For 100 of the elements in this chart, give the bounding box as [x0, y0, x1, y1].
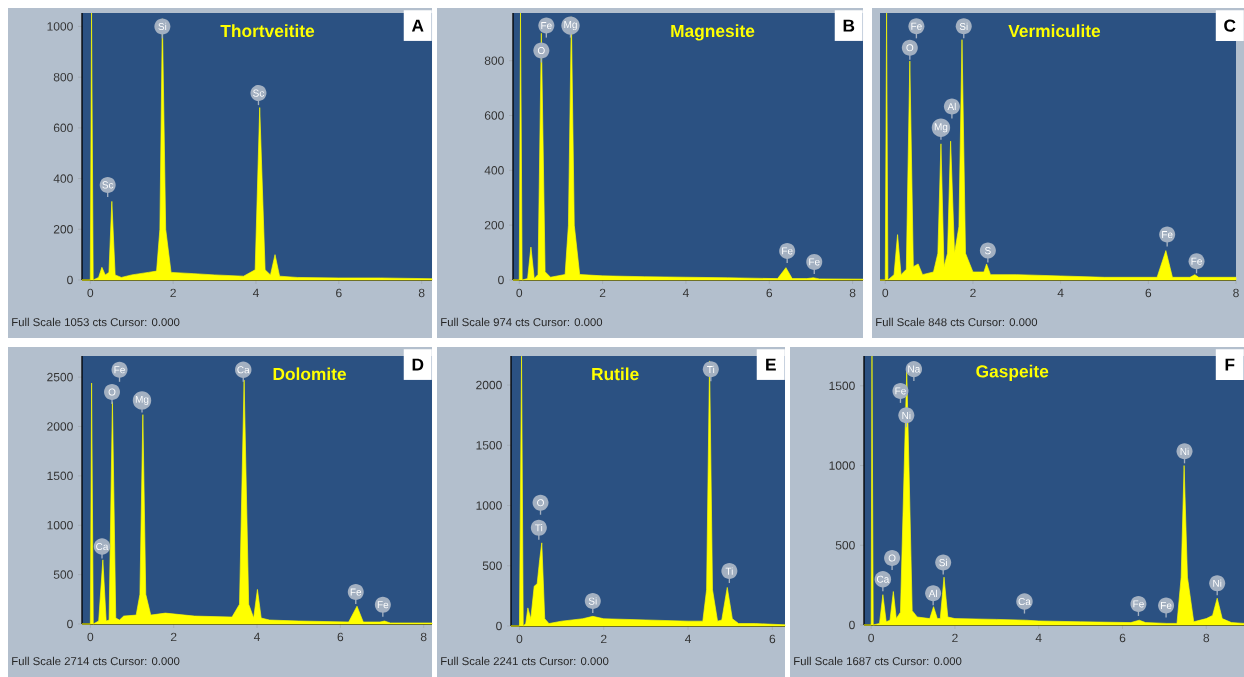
y-tick-label: 1000	[47, 520, 73, 530]
annotation: Fe	[1133, 600, 1144, 608]
annotation: Mg	[934, 123, 948, 133]
y-tick-label: 2000	[47, 422, 73, 431]
x-tick-label: 2	[952, 633, 958, 643]
annotation: O	[108, 388, 116, 396]
annotation: Ca	[876, 575, 890, 583]
annotation: Ni	[1180, 447, 1189, 455]
annotation: B	[843, 19, 855, 32]
x-tick-label: 0	[516, 288, 523, 298]
x-tick-label: 8	[1203, 633, 1210, 643]
annotation: Ca	[237, 366, 250, 374]
y-tick-label: 500	[835, 541, 855, 550]
y-tick-label: 800	[484, 56, 504, 65]
annotation: S	[984, 247, 991, 255]
text: Full Scale 848 cts Cursor: 0.000	[876, 317, 1038, 327]
y-tick-label: 0	[496, 621, 502, 631]
x-tick-label: 4	[1035, 633, 1042, 642]
annotation: Mg	[564, 21, 577, 31]
annotation: Si	[158, 22, 167, 31]
x-tick-label: 2	[170, 288, 176, 298]
x-tick-label: 2	[170, 632, 177, 642]
annotation: Si	[959, 22, 968, 31]
text: Full Scale 1053 cts Cursor: 0.000	[12, 317, 180, 327]
x-tick-label: 6	[769, 634, 776, 644]
annotation: Fe	[114, 366, 125, 374]
annotation: Fe	[377, 601, 389, 609]
x-tick-label: 2	[970, 288, 976, 298]
annotation: Ni	[1213, 579, 1222, 587]
y-tick-label: 1000	[476, 501, 502, 510]
x-tick-label: 2	[599, 288, 606, 298]
y-tick-label: 0	[67, 275, 73, 285]
x-tick-label: 4	[684, 634, 692, 643]
x-tick-label: 8	[420, 632, 427, 642]
annotation: Al	[928, 589, 937, 597]
annotation: O	[537, 47, 545, 55]
annotation: Ti	[707, 365, 715, 373]
x-tick-label: 2	[601, 634, 607, 644]
y-tick-label: 0	[67, 619, 73, 629]
annotation: Si	[588, 597, 597, 605]
annotation: Fe	[1191, 257, 1202, 265]
annotation: D	[412, 358, 424, 371]
y-tick-label: 0	[849, 620, 855, 630]
x-tick-label: 4	[253, 632, 260, 641]
y-tick-label: 1500	[47, 471, 73, 481]
x-tick-label: 6	[336, 288, 342, 298]
annotation: Al	[947, 102, 956, 111]
text: Vermiculite	[1008, 24, 1101, 38]
y-tick-label: 0	[498, 275, 504, 285]
text: Full Scale 2714 cts Cursor: 0.000	[12, 656, 180, 666]
annotation: Fe	[911, 22, 922, 30]
y-tick-label: 400	[53, 174, 73, 183]
x-tick-label: 0	[868, 633, 875, 643]
annotation: Fe	[782, 247, 793, 255]
annotation: Sc	[102, 181, 114, 189]
annotation: Ca	[1018, 598, 1031, 606]
annotation: Ti	[725, 567, 733, 575]
annotation: Ni	[902, 411, 911, 419]
annotation: Fe	[1162, 231, 1173, 239]
annotation: Ti	[535, 524, 543, 532]
x-tick-label: 6	[1119, 633, 1126, 643]
annotation: Fe	[809, 258, 820, 266]
x-tick-label: 4	[252, 288, 259, 297]
x-tick-label: 4	[1057, 288, 1064, 297]
x-tick-label: 0	[87, 288, 94, 298]
annotation: O	[906, 44, 914, 52]
annotation: O	[888, 554, 896, 562]
annotation: Mg	[135, 395, 149, 405]
y-tick-label: 400	[484, 166, 504, 175]
annotation: Ca	[96, 543, 109, 551]
text: Full Scale 1687 cts Cursor: 0.000	[794, 656, 962, 666]
x-tick-label: 8	[1233, 288, 1239, 298]
y-tick-label: 500	[482, 561, 502, 570]
y-tick-label: 1500	[476, 441, 502, 450]
x-tick-label: 6	[1145, 288, 1152, 298]
y-tick-label: 2000	[476, 380, 502, 390]
text: Full Scale 974 cts Cursor: 0.000	[441, 317, 603, 327]
annotation: Fe	[1161, 602, 1172, 610]
x-tick-label: 8	[849, 288, 856, 298]
annotation: Fe	[350, 588, 362, 596]
annotation: O	[537, 499, 544, 507]
annotation: E	[766, 358, 776, 371]
annotation: C	[1224, 19, 1236, 32]
y-tick-label: 2500	[47, 372, 73, 382]
x-tick-label: 0	[87, 632, 94, 642]
y-tick-label: 200	[484, 220, 504, 230]
annotation: Fe	[895, 387, 906, 395]
x-tick-label: 6	[337, 632, 344, 642]
text: Full Scale 2241 cts Cursor: 0.000	[441, 656, 609, 666]
x-tick-label: 0	[882, 288, 889, 298]
x-tick-label: 0	[516, 634, 523, 644]
y-tick-label: 1000	[829, 461, 855, 470]
annotation: A	[411, 19, 424, 32]
text: Rutile	[592, 367, 639, 381]
text: Thortveitite	[220, 24, 315, 38]
y-tick-label: 1000	[47, 22, 73, 31]
annotation: F	[1225, 358, 1235, 371]
y-tick-label: 600	[53, 123, 73, 133]
x-tick-label: 4	[682, 288, 689, 297]
annotation: Na	[908, 365, 921, 373]
